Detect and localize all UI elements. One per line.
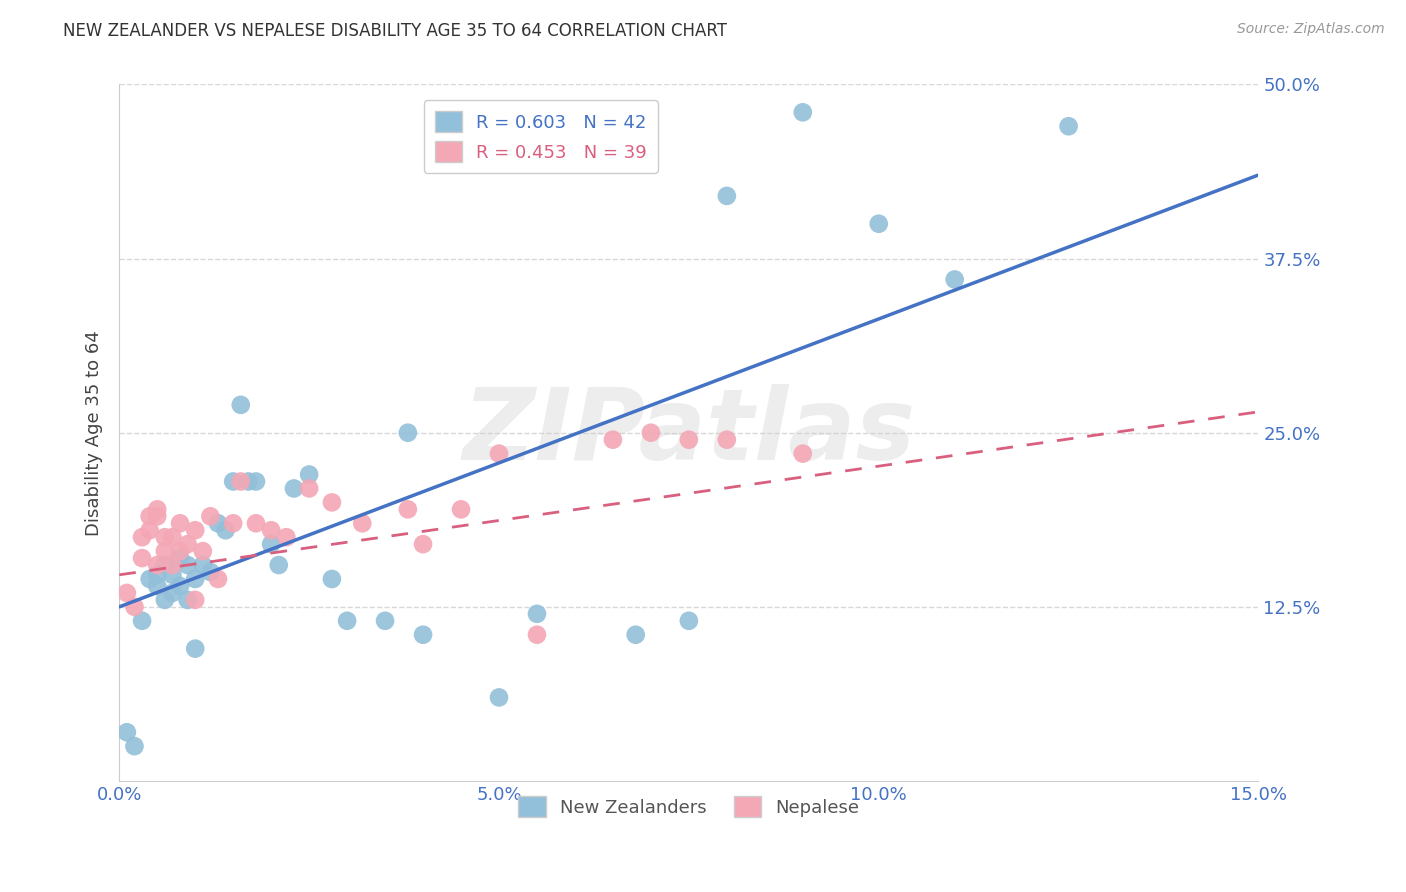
Point bbox=[176, 593, 198, 607]
Point bbox=[184, 572, 207, 586]
Point bbox=[526, 628, 548, 642]
Point bbox=[352, 516, 374, 531]
Point bbox=[214, 523, 236, 537]
Point bbox=[131, 530, 153, 544]
Point bbox=[146, 558, 169, 572]
Point bbox=[792, 105, 814, 120]
Point bbox=[124, 599, 146, 614]
Point bbox=[169, 544, 191, 558]
Point bbox=[146, 502, 169, 516]
Point bbox=[162, 530, 184, 544]
Point bbox=[245, 475, 267, 489]
Point bbox=[716, 189, 738, 203]
Point bbox=[176, 558, 198, 572]
Point bbox=[191, 558, 214, 572]
Point bbox=[184, 641, 207, 656]
Point bbox=[276, 530, 298, 544]
Point bbox=[184, 593, 207, 607]
Point bbox=[169, 551, 191, 566]
Point bbox=[245, 516, 267, 531]
Text: ZIPatlas: ZIPatlas bbox=[463, 384, 915, 481]
Point bbox=[488, 447, 510, 461]
Point bbox=[488, 690, 510, 705]
Text: NEW ZEALANDER VS NEPALESE DISABILITY AGE 35 TO 64 CORRELATION CHART: NEW ZEALANDER VS NEPALESE DISABILITY AGE… bbox=[63, 22, 727, 40]
Point bbox=[321, 495, 343, 509]
Point bbox=[200, 565, 222, 579]
Point bbox=[396, 425, 419, 440]
Point bbox=[169, 516, 191, 531]
Point bbox=[640, 425, 662, 440]
Point bbox=[138, 509, 160, 524]
Point bbox=[131, 614, 153, 628]
Point bbox=[176, 537, 198, 551]
Point bbox=[153, 544, 176, 558]
Point bbox=[943, 272, 966, 286]
Point bbox=[153, 593, 176, 607]
Point bbox=[678, 433, 700, 447]
Point bbox=[191, 544, 214, 558]
Point bbox=[207, 516, 229, 531]
Legend: New Zealanders, Nepalese: New Zealanders, Nepalese bbox=[512, 789, 866, 824]
Point bbox=[624, 628, 647, 642]
Point bbox=[267, 558, 290, 572]
Point bbox=[412, 537, 434, 551]
Point bbox=[229, 475, 252, 489]
Point bbox=[1057, 120, 1080, 134]
Y-axis label: Disability Age 35 to 64: Disability Age 35 to 64 bbox=[86, 330, 103, 535]
Point bbox=[792, 447, 814, 461]
Point bbox=[396, 502, 419, 516]
Point bbox=[146, 579, 169, 593]
Point bbox=[868, 217, 890, 231]
Point bbox=[412, 628, 434, 642]
Point bbox=[131, 551, 153, 566]
Point bbox=[207, 572, 229, 586]
Point bbox=[115, 586, 138, 600]
Point bbox=[374, 614, 396, 628]
Text: Source: ZipAtlas.com: Source: ZipAtlas.com bbox=[1237, 22, 1385, 37]
Point bbox=[153, 530, 176, 544]
Point bbox=[138, 523, 160, 537]
Point bbox=[169, 579, 191, 593]
Point bbox=[678, 614, 700, 628]
Point bbox=[526, 607, 548, 621]
Point bbox=[260, 523, 283, 537]
Point bbox=[283, 482, 305, 496]
Point bbox=[146, 567, 169, 582]
Point bbox=[260, 537, 283, 551]
Point bbox=[222, 516, 245, 531]
Point bbox=[336, 614, 359, 628]
Point bbox=[238, 475, 260, 489]
Point bbox=[146, 509, 169, 524]
Point bbox=[229, 398, 252, 412]
Point bbox=[115, 725, 138, 739]
Point bbox=[222, 475, 245, 489]
Point bbox=[138, 572, 160, 586]
Point bbox=[602, 433, 624, 447]
Point bbox=[162, 586, 184, 600]
Point bbox=[450, 502, 472, 516]
Point bbox=[184, 523, 207, 537]
Point bbox=[124, 739, 146, 754]
Point bbox=[321, 572, 343, 586]
Point bbox=[298, 482, 321, 496]
Point bbox=[200, 509, 222, 524]
Point bbox=[716, 433, 738, 447]
Point bbox=[162, 558, 184, 572]
Point bbox=[298, 467, 321, 482]
Point bbox=[162, 567, 184, 582]
Point bbox=[153, 558, 176, 572]
